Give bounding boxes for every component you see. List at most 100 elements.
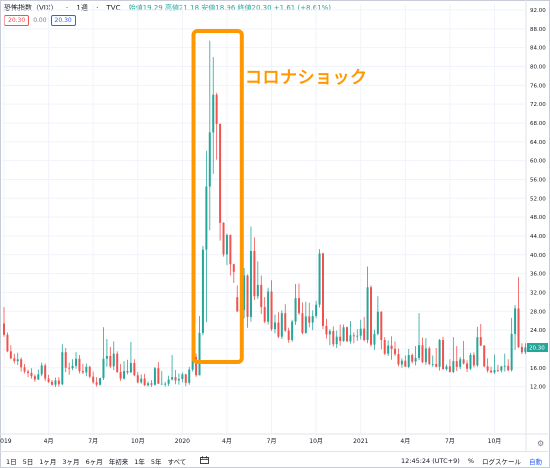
candle-body xyxy=(352,335,355,337)
candle-body xyxy=(356,335,359,337)
candle-body xyxy=(321,253,324,326)
candle-body xyxy=(315,304,318,316)
x-tick-label: 4月 xyxy=(222,438,232,445)
candle-body xyxy=(438,339,441,367)
calendar-icon[interactable] xyxy=(200,456,209,466)
candle-body xyxy=(332,331,335,345)
y-tick-label: 68.00 xyxy=(530,121,546,127)
range-button[interactable]: 3ヶ月 xyxy=(62,458,80,466)
sell-price-badge[interactable]: 20.30 xyxy=(4,15,30,26)
candle-body xyxy=(102,358,105,379)
candle-body xyxy=(64,352,67,368)
candle-body xyxy=(78,358,81,372)
clock-time[interactable]: 12:45:24 (UTC+9) xyxy=(401,457,460,465)
y-tick-label: 32.00 xyxy=(530,290,546,296)
x-tick-label: 2019 xyxy=(0,438,12,445)
buy-price-badge[interactable]: 20.30 xyxy=(50,15,76,26)
range-button[interactable]: すべて xyxy=(167,458,187,466)
range-button[interactable]: 5日 xyxy=(22,458,34,466)
candle-body xyxy=(157,368,160,384)
y-tick-label: 16.00 xyxy=(530,366,546,372)
candle-body xyxy=(13,358,16,362)
y-tick-label: 72.00 xyxy=(530,102,546,108)
percent-toggle[interactable]: % xyxy=(467,457,474,465)
candle-body xyxy=(44,365,47,379)
range-button[interactable]: 5年 xyxy=(150,458,162,466)
candle-body xyxy=(225,235,228,255)
candle-body xyxy=(136,375,139,383)
candle-body xyxy=(201,249,204,333)
candle-body xyxy=(140,378,143,383)
settings-gear-icon[interactable]: ⚙ xyxy=(537,439,545,448)
candle-body xyxy=(40,365,43,375)
candle-body xyxy=(472,355,475,366)
log-scale-toggle[interactable]: ログスケール xyxy=(482,458,521,466)
candle-body xyxy=(54,380,57,385)
candle-body xyxy=(174,377,177,381)
candle-body xyxy=(267,291,270,322)
last-price-tag xyxy=(527,343,548,353)
y-tick-label: 36.00 xyxy=(530,272,546,278)
header-separator: · xyxy=(65,4,69,12)
candle-body xyxy=(177,379,180,381)
candle-body xyxy=(339,336,342,341)
candle-body xyxy=(219,123,222,223)
candle-body xyxy=(167,379,170,384)
candle-body xyxy=(363,328,366,340)
candle-body xyxy=(346,327,348,342)
header-separator-2: · xyxy=(96,4,99,12)
candle-body xyxy=(496,370,499,371)
annotation-label: コロナショック xyxy=(245,68,368,88)
candle-body xyxy=(215,94,218,124)
candle-body xyxy=(133,363,136,376)
auto-scale-toggle[interactable]: 自動 xyxy=(529,458,542,466)
candle-body xyxy=(445,366,448,370)
candle-body xyxy=(81,371,84,373)
symbol-title[interactable]: 恐怖指数（VIX） xyxy=(4,4,58,12)
range-button[interactable]: 1年 xyxy=(134,458,145,466)
candle-body xyxy=(507,365,510,371)
candle-body xyxy=(30,372,33,377)
candle-body xyxy=(51,381,54,385)
candle-body xyxy=(411,355,414,362)
last-price-label: 20.30 xyxy=(529,346,545,352)
candle-body xyxy=(390,345,393,349)
candle-body xyxy=(256,284,259,297)
candle-body xyxy=(273,322,276,330)
candle-body xyxy=(304,316,307,333)
range-button[interactable]: 1ヶ月 xyxy=(39,458,57,466)
y-tick-label: 56.00 xyxy=(530,177,546,183)
candle-body xyxy=(243,275,246,310)
candle-body xyxy=(143,378,146,386)
range-button[interactable]: 6ヶ月 xyxy=(85,458,103,466)
y-tick-label: 84.00 xyxy=(530,46,546,52)
bottom-toolbar: 1日 5日 1ヶ月 3ヶ月 6ヶ月 年初来 1年 5年 すべて 12:45:24 (UTC+9)… xyxy=(0,451,548,468)
highlight-box xyxy=(191,29,244,364)
candle-body xyxy=(435,363,438,367)
candle-body xyxy=(428,348,431,364)
candle-body xyxy=(520,347,523,353)
interval-label[interactable]: 1週 xyxy=(76,4,88,12)
candle-body xyxy=(95,382,98,385)
candle-body xyxy=(462,359,465,364)
range-button[interactable]: 年初来 xyxy=(108,458,129,466)
candle-body xyxy=(184,374,187,383)
candle-body xyxy=(232,264,235,272)
candle-body xyxy=(291,321,294,340)
candle-body xyxy=(370,287,373,345)
range-button[interactable]: 1日 xyxy=(6,458,17,466)
candle-body xyxy=(448,366,451,372)
candle-body xyxy=(123,371,126,379)
candle-body xyxy=(455,361,458,367)
candle-body xyxy=(503,365,506,367)
candle-body xyxy=(99,378,102,385)
candle-body xyxy=(249,251,252,317)
candle-body xyxy=(119,371,122,379)
candle-body xyxy=(373,333,376,345)
candle-body xyxy=(400,360,403,365)
candle-body xyxy=(452,361,455,372)
y-tick-label: 40.00 xyxy=(530,253,546,259)
candle-body xyxy=(88,366,91,377)
candle-body xyxy=(68,367,71,369)
